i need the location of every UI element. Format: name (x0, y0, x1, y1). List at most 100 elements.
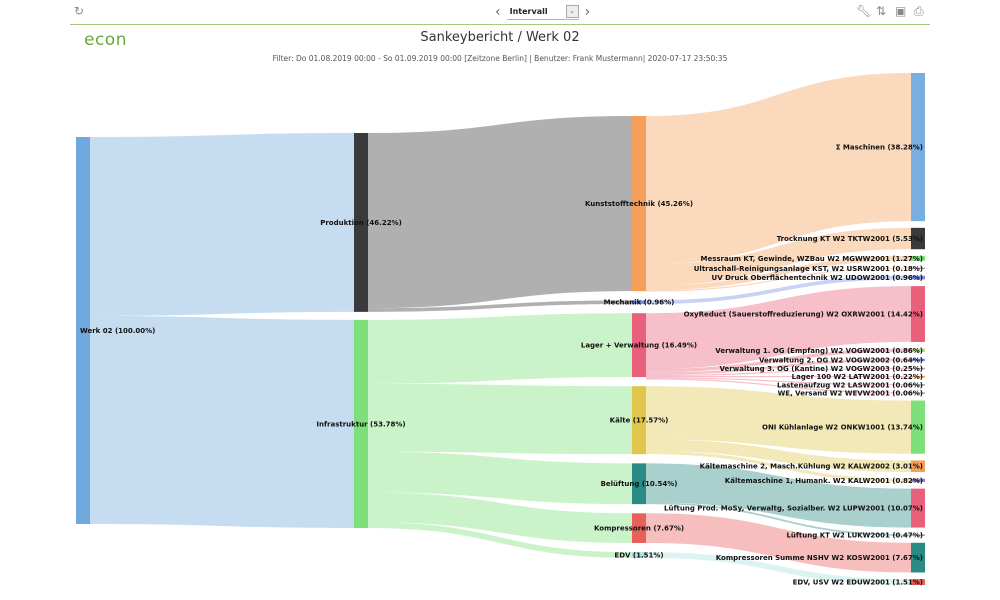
sankey-node-masch[interactable] (911, 73, 925, 222)
sankey-link-werk-infra[interactable] (90, 315, 354, 528)
sankey-node-label: OxyReduct (Sauerstoffreduzierung) W2 OXR… (684, 311, 923, 319)
sankey-link-lager-oxy[interactable] (646, 286, 911, 370)
sankey-node-lprod[interactable] (911, 488, 925, 528)
sankey-node-label: Lager 100 W2 LATW2001 (0.22%) (792, 373, 923, 381)
chevron-down-icon[interactable]: ⌄ (565, 4, 579, 18)
sankey-node-label: Messraum KT, Gewinde, WZBau W2 MGWW2001 … (701, 255, 924, 263)
sankey-node-label: Lager + Verwaltung (16.49%) (581, 342, 697, 350)
sankey-node-v1[interactable] (911, 348, 925, 352)
previous-interval-button[interactable]: ‹ (495, 3, 501, 20)
sankey-node-kompr[interactable] (632, 513, 646, 543)
sankey-link-kaelte-km2[interactable] (646, 439, 911, 473)
sankey-node-belueft[interactable] (632, 463, 646, 505)
sankey-link-lager-last[interactable] (646, 377, 911, 386)
sankey-node-label: EDV (1.51%) (614, 552, 663, 560)
sankey-link-lager-l100[interactable] (646, 375, 911, 378)
sankey-node-label: Kunststofftechnik (45.26%) (585, 200, 693, 208)
sankey-link-kunst-ultra[interactable] (646, 267, 911, 292)
sankey-node-label: Σ Maschinen (38.28%) (836, 144, 923, 152)
sankey-node-l100[interactable] (911, 375, 925, 378)
sankey-link-infra-edv[interactable] (368, 522, 632, 558)
sankey-node-label: Verwaltung 1. OG (Empfang) W2 VOGW2001 (… (715, 347, 923, 355)
sankey-link-mech-uv[interactable] (646, 275, 911, 305)
save-icon[interactable]: ▣ (895, 4, 907, 18)
sankey-link-kunst-masch[interactable] (646, 73, 911, 265)
sankey-node-lkt[interactable] (911, 534, 925, 537)
sankey-node-mess[interactable] (911, 255, 925, 261)
sankey-link-kompr-kosw[interactable] (646, 513, 911, 573)
sankey-node-kunst[interactable] (632, 116, 646, 292)
sankey-link-kaelte-oni[interactable] (646, 386, 911, 454)
sankey-link-lager-v2[interactable] (646, 358, 911, 375)
sankey-node-ultra[interactable] (911, 267, 925, 270)
sankey-node-uv[interactable] (911, 275, 925, 280)
sankey-node-km1[interactable] (911, 478, 925, 482)
sankey-node-label: ONI Kühlanlage W2 ONKW1001 (13.74%) (762, 424, 923, 432)
sankey-node-label: EDV, USV W2 EDUW2001 (1.51%) (793, 579, 923, 587)
sankey-node-werk[interactable] (76, 137, 90, 524)
sankey-node-label: Produktion (46.22%) (320, 219, 402, 227)
sankey-node-label: Infrastruktur (53.78%) (316, 420, 405, 428)
sankey-link-infra-kaelte[interactable] (368, 383, 632, 455)
sankey-link-kunst-mess[interactable] (646, 255, 911, 291)
sankey-link-lager-v1[interactable] (646, 348, 911, 373)
sankey-node-mech[interactable] (632, 300, 646, 305)
sankey-link-belueft-lkt[interactable] (646, 502, 911, 537)
sankey-link-kunst-trock[interactable] (646, 227, 911, 286)
sankey-node-label: Belüftung (10.54%) (601, 480, 678, 488)
sankey-node-label: Verwaltung 3. OG (Kantine) W2 VOGW2003 (… (720, 365, 923, 373)
sankey-link-infra-lager[interactable] (368, 313, 632, 384)
sankey-link-infra-belueft[interactable] (368, 451, 632, 505)
sankey-node-label: Lastenaufzug W2 LASW2001 (0.06%) (777, 381, 923, 389)
sankey-node-prod[interactable] (354, 133, 368, 312)
sankey-node-edv[interactable] (632, 552, 646, 558)
sankey-node-label: Ultraschall-Reinigungsanlage KST, W2 USR… (694, 265, 923, 273)
next-interval-button[interactable]: › (584, 3, 591, 20)
sankey-link-kaelte-km1[interactable] (646, 451, 911, 482)
sankey-link-infra-kompr[interactable] (368, 492, 632, 543)
sankey-node-infra[interactable] (354, 319, 368, 528)
filter-subtitle: Filter: Do 01.08.2019 00:00 - So 01.09.2… (272, 54, 728, 63)
sankey-node-oxy[interactable] (911, 286, 925, 342)
sankey-node-label: Kältemaschine 2, Masch.Kühlung W2 KALW20… (700, 463, 923, 471)
interval-select-value: Intervall (509, 6, 548, 16)
sankey-node-last[interactable] (911, 384, 925, 386)
sort-icon[interactable]: ⇅ (876, 4, 887, 18)
sankey-node-label: Lüftung KT W2 LUKW2001 (0.47%) (786, 532, 923, 540)
sankey-node-label: Kompressoren Summe NSHV W2 KOSW2001 (7.6… (716, 554, 923, 562)
sankey-link-werk-prod[interactable] (90, 133, 354, 316)
sankey-node-label: UV Druck Oberflächentechnik W2 UDOW2001 … (712, 274, 923, 282)
interval-nav: ‹ Intervall ⌄ › (495, 3, 590, 20)
sankey-link-edv-eduw[interactable] (646, 552, 911, 585)
sankey-link-belueft-lprod[interactable] (646, 463, 911, 528)
sankey-node-label: Werk 02 (100.00%) (80, 327, 155, 335)
sankey-node-trock[interactable] (911, 227, 925, 250)
sankey-node-label: Lüftung Prod. MoSy, Verwaltg, Sozialber.… (664, 505, 923, 513)
sankey-link-lager-v3[interactable] (646, 367, 911, 377)
sankey-node-kosw[interactable] (911, 542, 925, 573)
sankey-node-kaelte[interactable] (632, 386, 646, 455)
sankey-node-oni[interactable] (911, 400, 925, 454)
sankey-node-v3[interactable] (911, 367, 925, 370)
interval-select[interactable]: Intervall ⌄ (506, 3, 579, 20)
sankey-node-label: Kompressoren (7.67%) (594, 525, 684, 533)
page-title: Sankeybericht / Werk 02 (420, 30, 580, 45)
sankey-node-label: Kälte (17.57%) (610, 417, 669, 425)
sankey-link-prod-mech[interactable] (368, 300, 632, 312)
sankey-node-lager[interactable] (632, 313, 646, 378)
sankey-node-label: Mechanik (0.96%) (604, 299, 675, 307)
sankey-link-prod-kunst[interactable] (368, 116, 632, 309)
sankey-node-we[interactable] (911, 392, 925, 394)
sankey-node-km2[interactable] (911, 460, 925, 473)
sankey-node-label: Kältemaschine 1, Humank. W2 KALW2001 (0.… (725, 477, 923, 485)
sankey-node-eduw[interactable] (911, 579, 925, 585)
refresh-icon[interactable]: ↻ (74, 4, 85, 18)
print-icon[interactable]: ⎙ (914, 4, 924, 18)
wrench-icon[interactable]: 🔧︎ (856, 4, 872, 18)
sankey-node-label: WE, Versand W2 WEVW2001 (0.06%) (778, 390, 923, 398)
econ-logo: econ (84, 30, 127, 50)
sankey-link-lager-we[interactable] (646, 378, 911, 394)
sankey-node-v2[interactable] (911, 358, 925, 362)
toolbar: ↻ ‹ Intervall ⌄ › 🔧︎ ⇅ ▣ ⎙ (70, 0, 930, 25)
